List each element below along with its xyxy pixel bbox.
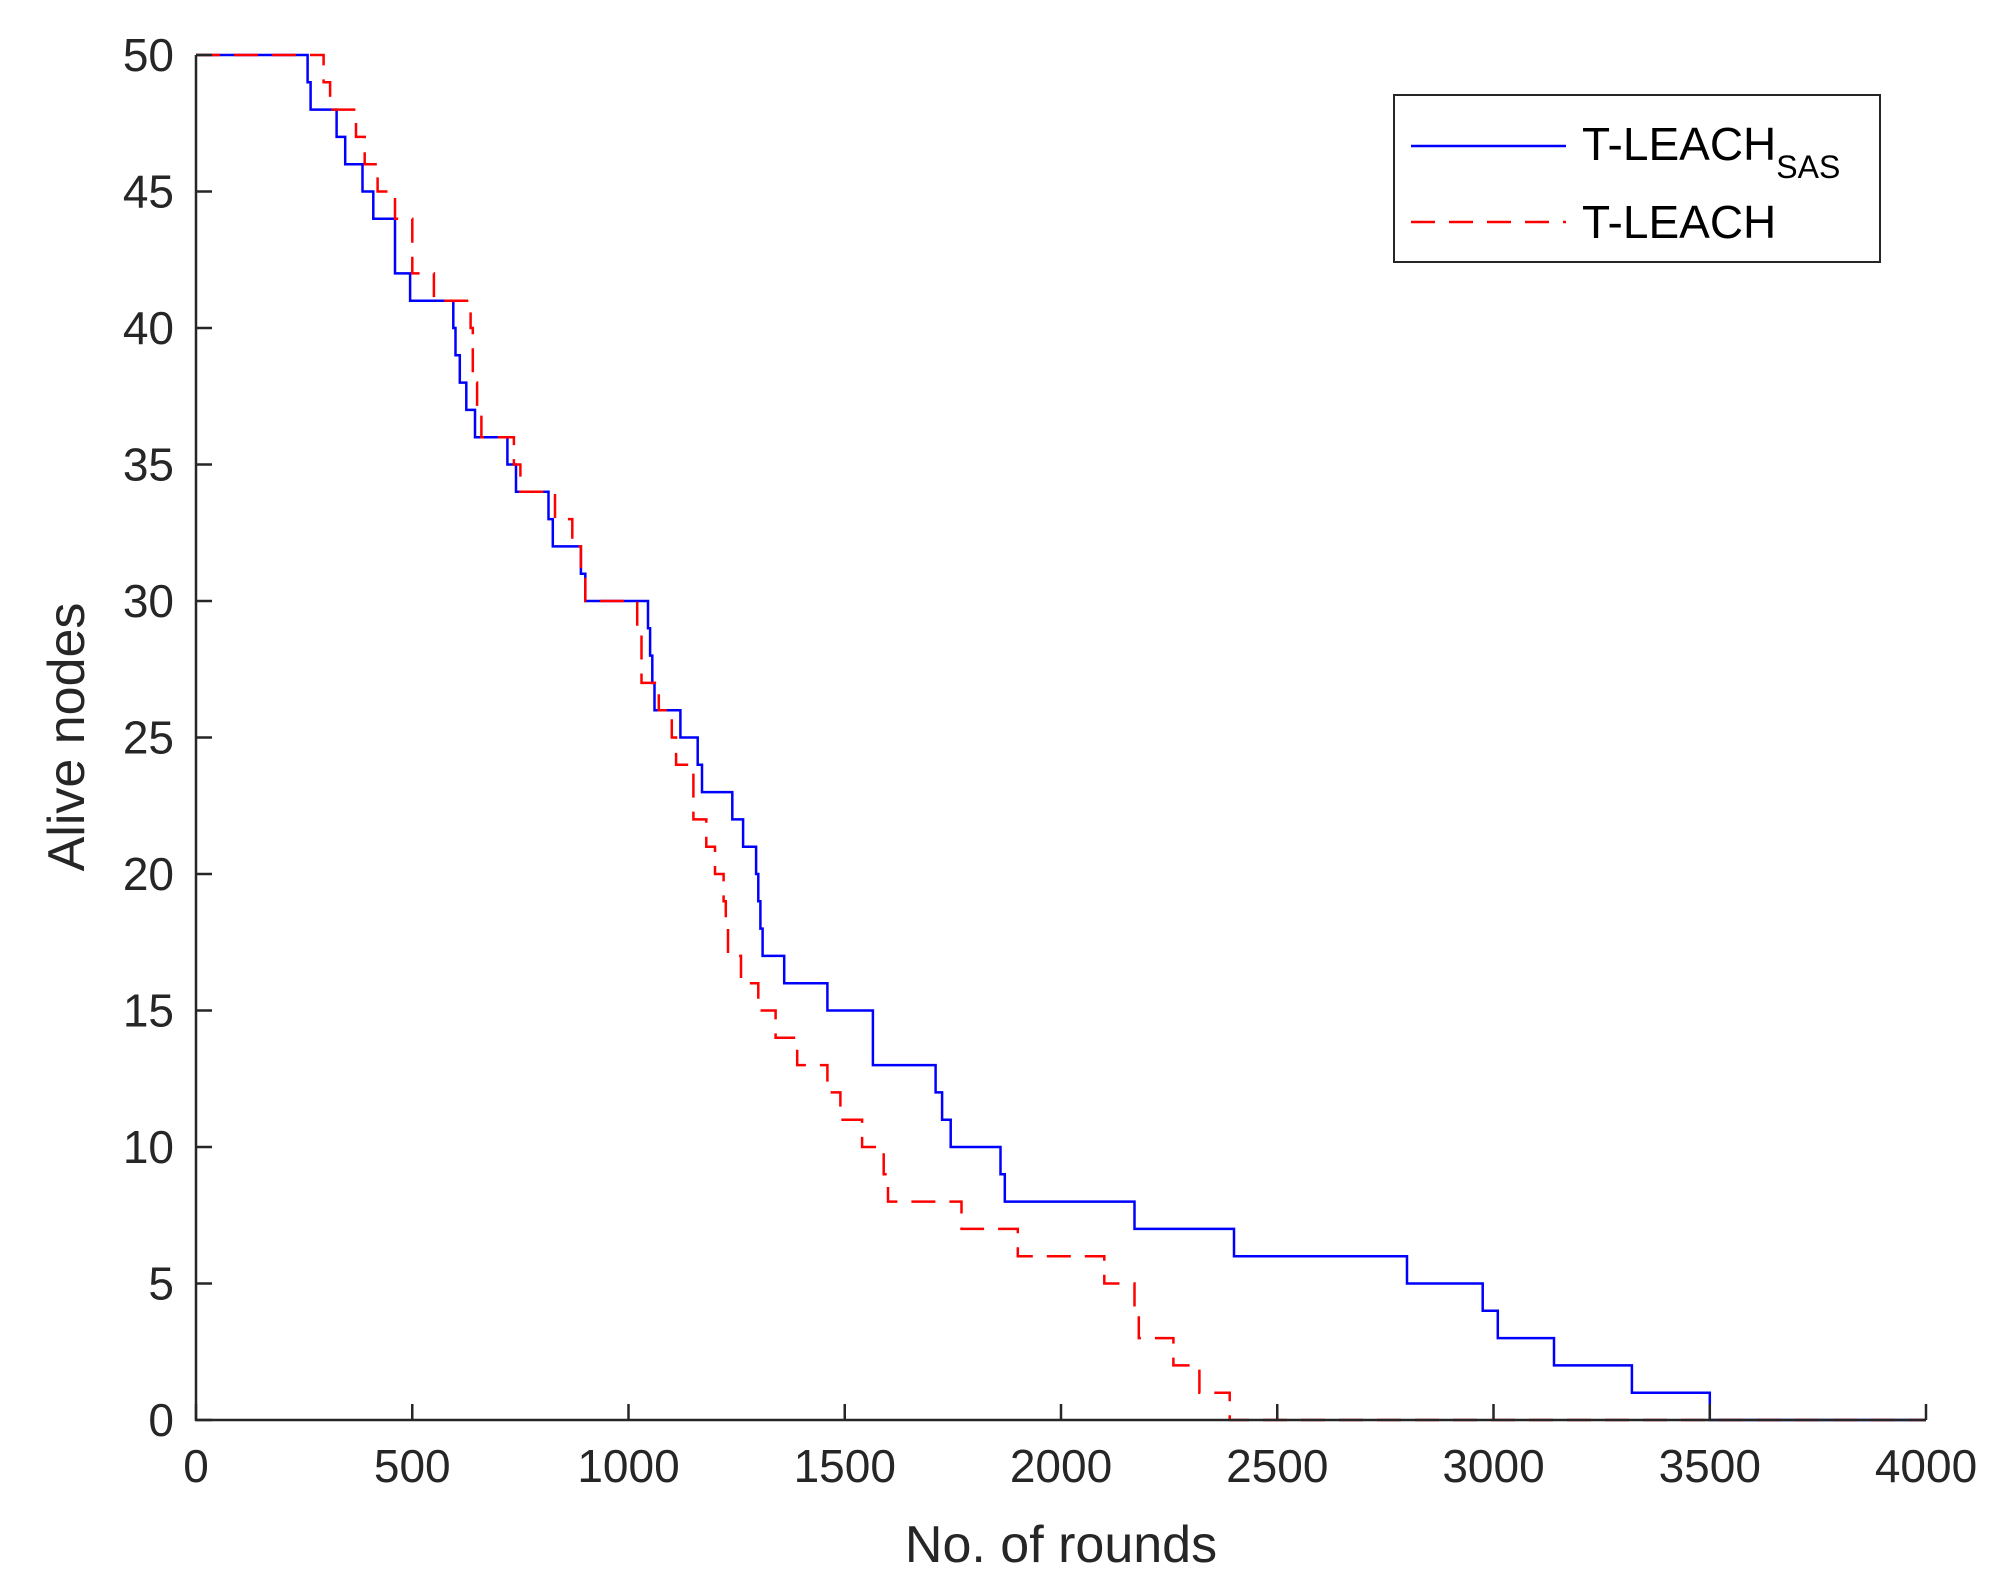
x-tick-label: 0	[183, 1440, 209, 1492]
x-tick-label: 3500	[1659, 1440, 1761, 1492]
plot-area	[196, 55, 1926, 1420]
y-tick-label: 0	[148, 1394, 174, 1446]
y-tick-label: 10	[123, 1121, 174, 1173]
y-tick-label: 20	[123, 848, 174, 900]
series-line-t-leach	[196, 53, 1926, 1422]
y-tick-label: 50	[123, 29, 174, 81]
y-tick-label: 30	[123, 575, 174, 627]
x-axis: 0 500 1000 1500 2000 2500 3000 3500 4000	[183, 1404, 1977, 1492]
series-layer	[196, 53, 1926, 1422]
y-axis: 0 5 10 15 20 25 30 35 40 45 50	[123, 29, 212, 1446]
legend-box	[1393, 94, 1881, 263]
x-tick-label: 500	[374, 1440, 451, 1492]
x-tick-label: 4000	[1875, 1440, 1977, 1492]
x-axis-title: No. of rounds	[905, 1516, 1217, 1574]
y-axis-title: Alive nodes	[38, 603, 96, 872]
legend-label-main: T-LEACH	[1582, 118, 1776, 170]
x-tick-label: 3000	[1442, 1440, 1544, 1492]
y-tick-label: 35	[123, 439, 174, 491]
legend: T-LEACHSAS T-LEACH	[1393, 94, 1881, 263]
x-tick-label: 2000	[1010, 1440, 1112, 1492]
x-tick-label: 1500	[794, 1440, 896, 1492]
y-tick-label: 45	[123, 166, 174, 218]
y-tick-label: 5	[148, 1258, 174, 1310]
x-tick-label: 1000	[577, 1440, 679, 1492]
series-line-t-leach-sas	[196, 53, 1926, 1422]
legend-label-t-leach: T-LEACH	[1582, 196, 1776, 248]
y-tick-label: 25	[123, 712, 174, 764]
legend-label-t-leach-sas: T-LEACHSAS	[1582, 118, 1840, 185]
y-tick-label: 40	[123, 302, 174, 354]
x-tick-label: 2500	[1226, 1440, 1328, 1492]
legend-label-subscript: SAS	[1776, 149, 1840, 185]
y-tick-label: 15	[123, 985, 174, 1037]
